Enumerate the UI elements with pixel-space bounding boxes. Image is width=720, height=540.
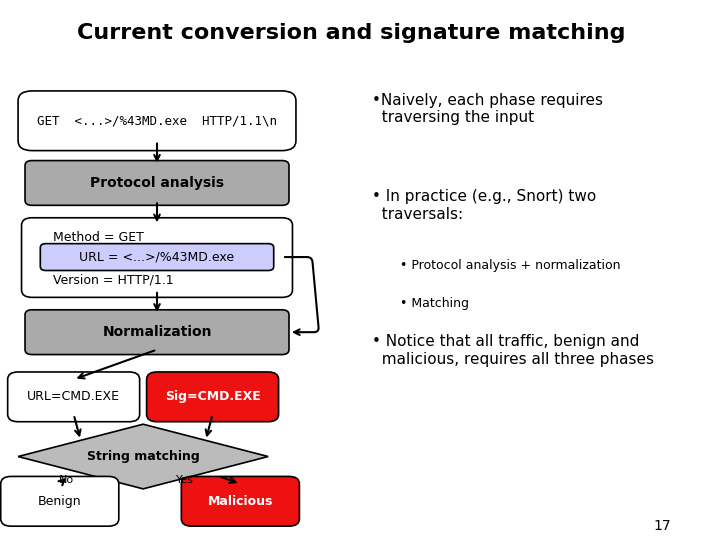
Text: Version = HTTP/1.1: Version = HTTP/1.1 — [53, 273, 174, 286]
FancyBboxPatch shape — [1, 476, 119, 526]
FancyBboxPatch shape — [25, 160, 289, 205]
Text: Method = GET: Method = GET — [53, 231, 144, 244]
Text: Yes: Yes — [176, 475, 194, 485]
FancyBboxPatch shape — [8, 372, 140, 422]
Text: Benign: Benign — [38, 495, 81, 508]
Text: 17: 17 — [654, 519, 671, 533]
Text: No: No — [59, 475, 74, 485]
Polygon shape — [18, 424, 268, 489]
Text: • Matching: • Matching — [400, 297, 469, 310]
FancyBboxPatch shape — [18, 91, 296, 151]
Text: Current conversion and signature matching: Current conversion and signature matchin… — [77, 23, 626, 43]
Text: •Naively, each phase requires
  traversing the input: •Naively, each phase requires traversing… — [372, 93, 603, 125]
Text: String matching: String matching — [86, 450, 199, 463]
FancyBboxPatch shape — [147, 372, 279, 422]
Text: Malicious: Malicious — [207, 495, 273, 508]
FancyBboxPatch shape — [25, 310, 289, 355]
Text: Protocol analysis: Protocol analysis — [90, 176, 224, 190]
Text: • In practice (e.g., Snort) two
  traversals:: • In practice (e.g., Snort) two traversa… — [372, 190, 597, 222]
FancyBboxPatch shape — [40, 244, 274, 271]
Text: • Notice that all traffic, benign and
  malicious, requires all three phases: • Notice that all traffic, benign and ma… — [372, 334, 654, 367]
Text: GET  <...>/%43MD.exe  HTTP/1.1\n: GET <...>/%43MD.exe HTTP/1.1\n — [37, 114, 277, 127]
Text: Normalization: Normalization — [102, 325, 212, 339]
Text: URL=CMD.EXE: URL=CMD.EXE — [27, 390, 120, 403]
Text: URL = <...>/%43MD.exe: URL = <...>/%43MD.exe — [79, 251, 235, 264]
Text: Sig=CMD.EXE: Sig=CMD.EXE — [165, 390, 261, 403]
Text: • Protocol analysis + normalization: • Protocol analysis + normalization — [400, 259, 621, 272]
FancyBboxPatch shape — [181, 476, 300, 526]
FancyBboxPatch shape — [22, 218, 292, 298]
